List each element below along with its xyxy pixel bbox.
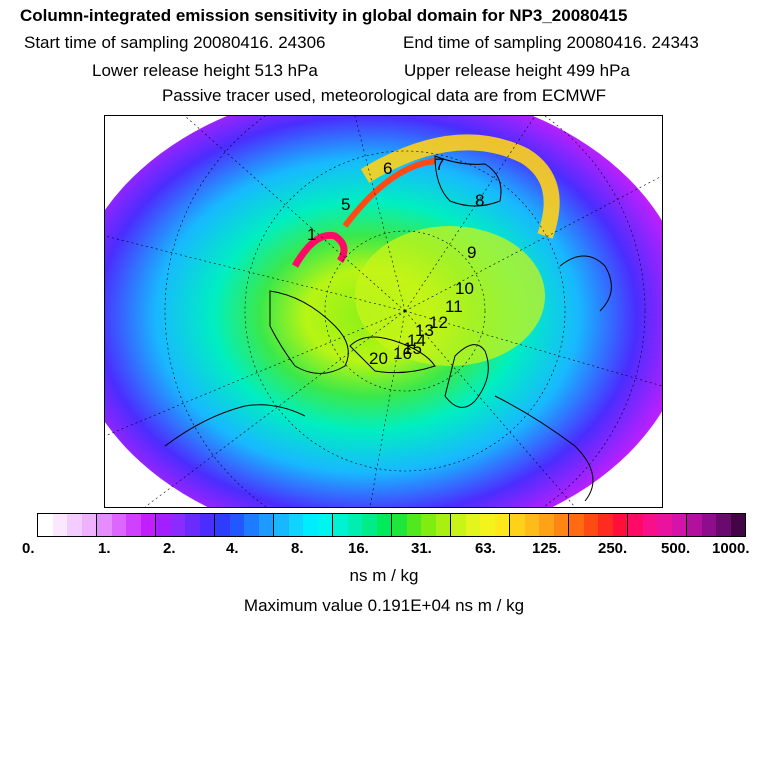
- trajectory-label-13: 13: [415, 321, 434, 340]
- legend-color-cell: [583, 514, 598, 536]
- legend-color-cell: [111, 514, 126, 536]
- legend-color-cell: [730, 514, 745, 536]
- legend-color-cell: [362, 514, 377, 536]
- legend-color-cell: [480, 514, 495, 536]
- legend-color-cell: [155, 514, 171, 536]
- graticule: [105, 116, 662, 507]
- legend-tick: 4.: [226, 540, 239, 557]
- legend-color-cell: [273, 514, 289, 536]
- trajectory-label-12: 12: [429, 313, 448, 332]
- legend-color-cell: [229, 514, 244, 536]
- legend-color-cell: [568, 514, 584, 536]
- legend-color-cell: [38, 514, 53, 536]
- legend-tick: 0.: [22, 540, 35, 557]
- legend-color-cell: [376, 514, 391, 536]
- legend-color-cell: [67, 514, 82, 536]
- legend-units: ns m / kg: [349, 566, 419, 585]
- high-sensitivity-region: [355, 226, 545, 366]
- coastlines: [164, 155, 612, 502]
- legend-color-cell: [612, 514, 627, 536]
- color-legend-bar: [37, 513, 746, 537]
- maximum-value: Maximum value 0.191E+04 ns m / kg: [243, 596, 525, 615]
- legend-tick: 8.: [291, 540, 304, 557]
- legend-tick: 250.: [598, 540, 628, 557]
- trajectory-label-5: 5: [341, 195, 350, 214]
- trajectory-label-1: 1: [307, 225, 316, 244]
- legend-color-cell: [701, 514, 716, 536]
- legend-color-cell: [716, 514, 731, 536]
- legend-color-cell: [170, 514, 185, 536]
- upper-release-height: Upper release height 499 hPa: [404, 61, 630, 80]
- sensitivity-map: 6 5 7 8 9 10 11 12 13 14 15 16 20 1: [104, 115, 663, 508]
- legend-color-cell: [494, 514, 509, 536]
- legend-tick: 500.: [661, 540, 691, 557]
- legend-color-cell: [81, 514, 96, 536]
- legend-color-cell: [288, 514, 303, 536]
- legend-color-cell: [126, 514, 141, 536]
- legend-color-cell: [140, 514, 155, 536]
- legend-color-cell: [214, 514, 230, 536]
- legend-color-cell: [465, 514, 480, 536]
- legend-color-cell: [598, 514, 613, 536]
- trajectory-label-20: 20: [369, 349, 388, 368]
- legend-color-cell: [539, 514, 554, 536]
- legend-color-cell: [52, 514, 67, 536]
- legend-color-cell: [686, 514, 702, 536]
- legend-color-cell: [96, 514, 112, 536]
- legend-color-cell: [185, 514, 200, 536]
- legend-tick: 16.: [348, 540, 369, 557]
- legend-color-cell: [391, 514, 407, 536]
- legend-color-cell: [435, 514, 450, 536]
- legend-color-cell: [406, 514, 421, 536]
- trajectory-label-16: 16: [393, 344, 412, 363]
- polar-map-svg: 6 5 7 8 9 10 11 12 13 14 15 16 20 1: [105, 116, 662, 507]
- legend-color-cell: [332, 514, 348, 536]
- legend-color-cell: [347, 514, 362, 536]
- legend-tick: 31.: [411, 540, 432, 557]
- legend-tick: 125.: [532, 540, 562, 557]
- legend-color-cell: [642, 514, 657, 536]
- trajectory-label-14: 14: [407, 331, 426, 350]
- plume-arc: [360, 134, 560, 239]
- legend-color-cell: [244, 514, 259, 536]
- trajectory-label-7: 7: [435, 155, 444, 174]
- trajectory-label-8: 8: [475, 191, 484, 210]
- legend-color-cell: [671, 514, 686, 536]
- legend-tick: 2.: [163, 540, 176, 557]
- sampling-end: End time of sampling 20080416. 24343: [403, 33, 699, 52]
- legend-color-cell: [524, 514, 539, 536]
- trajectory-label-10: 10: [455, 279, 474, 298]
- legend-color-cell: [421, 514, 436, 536]
- legend-color-cell: [657, 514, 672, 536]
- legend-tick: 63.: [475, 540, 496, 557]
- legend-color-cell: [199, 514, 214, 536]
- legend-color-cell: [303, 514, 318, 536]
- trajectory-label-15: 15: [403, 339, 422, 358]
- plume-hook: [291, 231, 348, 268]
- legend-color-cell: [450, 514, 466, 536]
- legend-color-cell: [258, 514, 273, 536]
- legend-color-cell: [553, 514, 568, 536]
- trajectory-label-6: 6: [383, 159, 392, 178]
- sampling-start: Start time of sampling 20080416. 24306: [24, 33, 326, 52]
- trajectory-label-9: 9: [467, 243, 476, 262]
- legend-color-cell: [509, 514, 525, 536]
- legend-tick: 1000.: [712, 540, 750, 557]
- lower-release-height: Lower release height 513 hPa: [92, 61, 318, 80]
- page-title: Column-integrated emission sensitivity i…: [20, 6, 628, 25]
- tracer-info: Passive tracer used, meteorological data…: [161, 86, 607, 105]
- plume-core: [342, 158, 436, 228]
- legend-color-cell: [627, 514, 643, 536]
- trajectory-label-11: 11: [445, 297, 463, 316]
- legend-color-cell: [317, 514, 332, 536]
- legend-tick: 1.: [98, 540, 111, 557]
